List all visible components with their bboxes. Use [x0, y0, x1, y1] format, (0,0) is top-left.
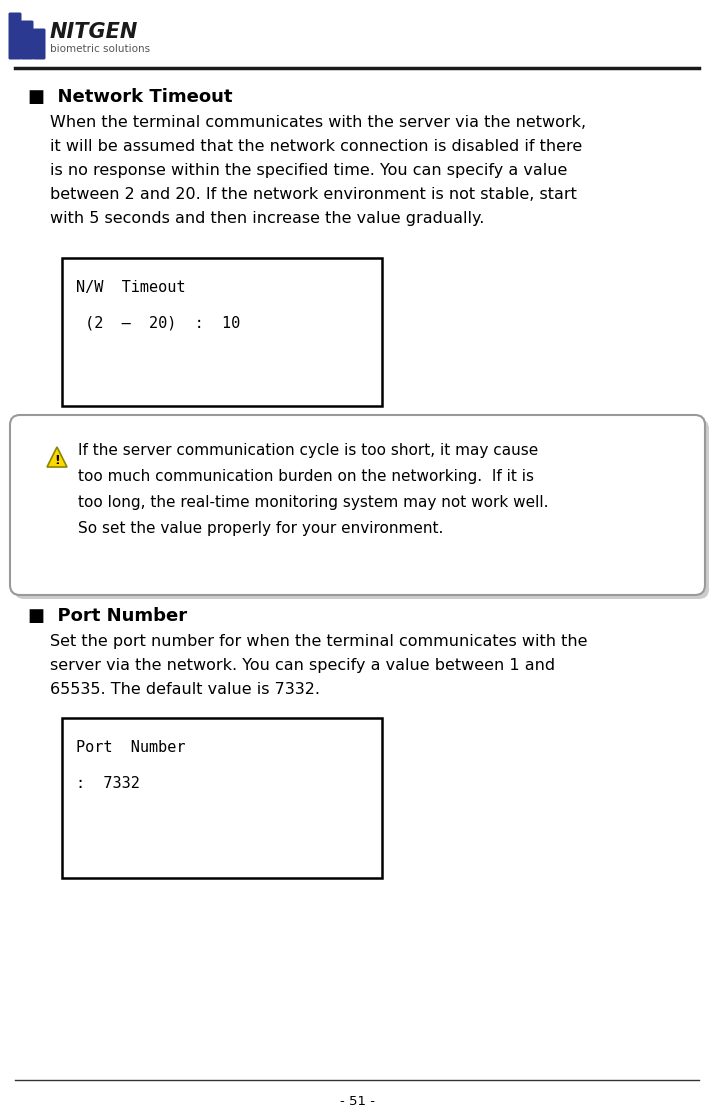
Text: biometric solutions: biometric solutions	[50, 44, 150, 54]
Text: it will be assumed that the network connection is disabled if there: it will be assumed that the network conn…	[50, 138, 582, 154]
FancyBboxPatch shape	[10, 416, 705, 595]
Text: When the terminal communicates with the server via the network,: When the terminal communicates with the …	[50, 115, 586, 130]
Text: Port  Number: Port Number	[76, 740, 186, 755]
Text: Set the port number for when the terminal communicates with the: Set the port number for when the termina…	[50, 634, 588, 649]
Text: N/W  Timeout: N/W Timeout	[76, 280, 186, 295]
Text: If the server communication cycle is too short, it may cause: If the server communication cycle is too…	[78, 443, 538, 458]
Text: too much communication burden on the networking.  If it is: too much communication burden on the net…	[78, 469, 534, 484]
Text: :  7332: : 7332	[76, 776, 140, 791]
Text: too long, the real-time monitoring system may not work well.: too long, the real-time monitoring syste…	[78, 495, 548, 510]
FancyBboxPatch shape	[21, 21, 34, 60]
FancyBboxPatch shape	[14, 419, 709, 599]
Text: is no response within the specified time. You can specify a value: is no response within the specified time…	[50, 163, 568, 178]
FancyBboxPatch shape	[9, 12, 21, 60]
FancyBboxPatch shape	[62, 258, 382, 406]
Text: ■  Port Number: ■ Port Number	[28, 607, 187, 625]
Text: ■  Network Timeout: ■ Network Timeout	[28, 88, 233, 106]
FancyBboxPatch shape	[62, 718, 382, 878]
Text: between 2 and 20. If the network environment is not stable, start: between 2 and 20. If the network environ…	[50, 187, 577, 202]
Text: server via the network. You can specify a value between 1 and: server via the network. You can specify …	[50, 658, 555, 673]
Text: NITGEN: NITGEN	[50, 22, 139, 42]
Text: (2  –  20)  :  10: (2 – 20) : 10	[76, 316, 240, 331]
Text: - 51 -: - 51 -	[339, 1095, 375, 1108]
FancyBboxPatch shape	[33, 29, 46, 60]
Text: So set the value properly for your environment.: So set the value properly for your envir…	[78, 521, 443, 536]
Text: with 5 seconds and then increase the value gradually.: with 5 seconds and then increase the val…	[50, 211, 484, 226]
Text: !: !	[54, 454, 60, 468]
Polygon shape	[47, 447, 67, 466]
Text: 65535. The default value is 7332.: 65535. The default value is 7332.	[50, 683, 320, 697]
